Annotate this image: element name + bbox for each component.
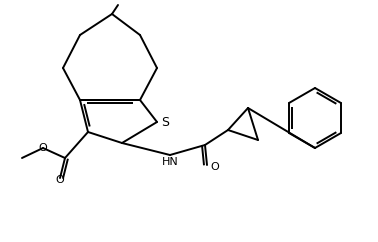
- Text: O: O: [39, 143, 47, 153]
- Text: O: O: [56, 175, 64, 185]
- Text: HN: HN: [162, 157, 178, 167]
- Text: O: O: [210, 162, 219, 172]
- Text: S: S: [161, 115, 169, 129]
